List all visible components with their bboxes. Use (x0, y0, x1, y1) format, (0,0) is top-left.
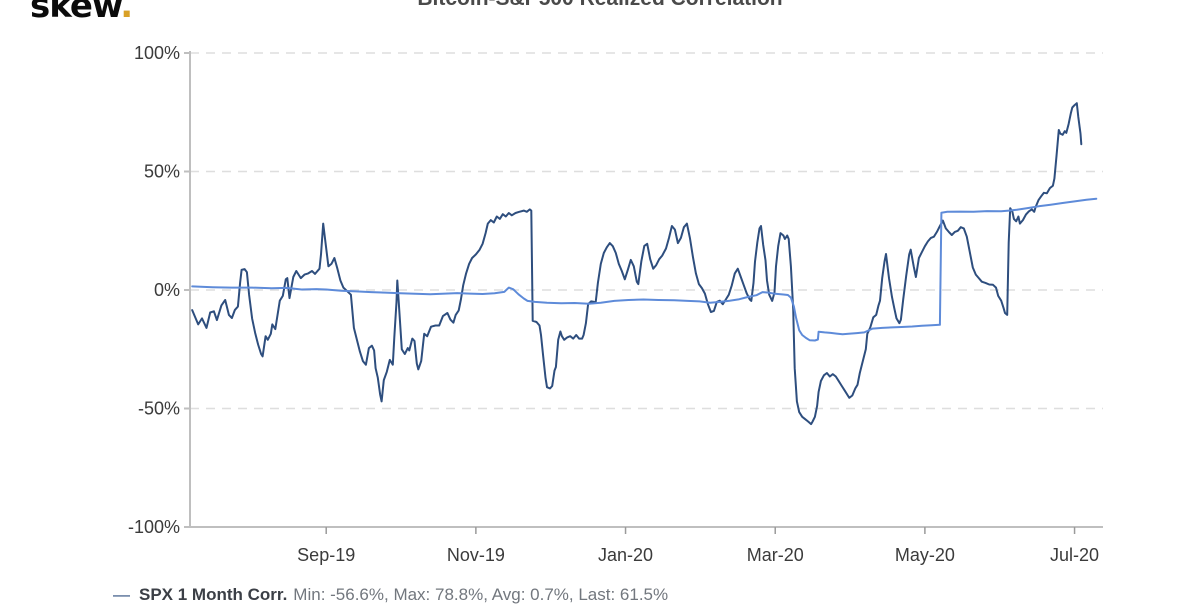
y-tick-label: 0% (154, 280, 180, 300)
x-tick-label: Sep-19 (297, 545, 355, 565)
y-tick-label: -50% (138, 399, 180, 419)
skew-logo: skew. (30, 0, 132, 20)
chart-title: Bitcoin-S&P500 Realized Correlation (0, 0, 1200, 14)
chart-title-clip: Bitcoin-S&P500 Realized Correlation (0, 0, 1200, 14)
x-tick-label: Jan-20 (598, 545, 653, 565)
skew-logo-text: skew. (30, 0, 132, 20)
chart-legend[interactable]: — SPX 1 Month Corr. Min: -56.6%, Max: 78.8… (113, 584, 668, 606)
x-tick-label: Mar-20 (747, 545, 804, 565)
spx-1-month-corr-line (191, 102, 1083, 426)
y-tick-label: 100% (134, 43, 180, 63)
x-tick-label: May-20 (895, 545, 955, 565)
legend-series-name: SPX 1 Month Corr. (139, 585, 288, 604)
x-tick-label: Jul-20 (1050, 545, 1099, 565)
y-tick-label: 50% (144, 162, 180, 182)
legend-series-stats: Min: -56.6%, Max: 78.8%, Avg: 0.7%, Last… (293, 585, 669, 604)
secondary-corr-line (191, 197, 1098, 342)
logo-dot: . (120, 0, 133, 20)
logo-word: skew (30, 0, 121, 20)
x-tick-label: Nov-19 (447, 545, 505, 565)
legend-line-swatch: — (113, 585, 130, 604)
y-tick-label: -100% (128, 517, 180, 537)
